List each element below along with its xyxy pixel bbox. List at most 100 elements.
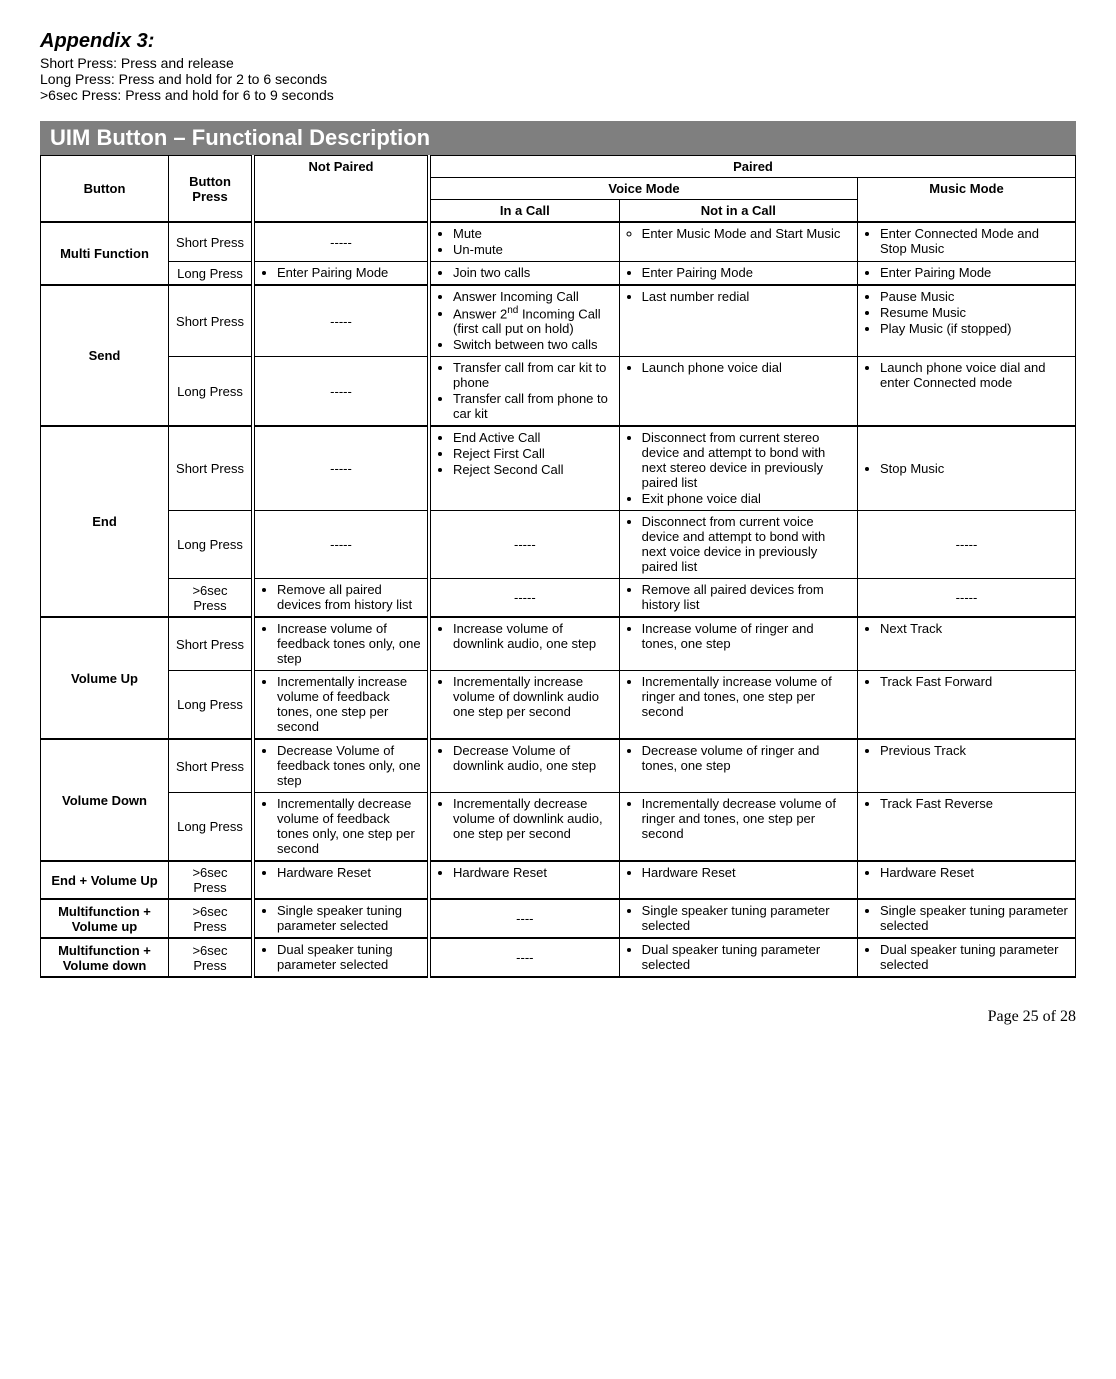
cell-mm: Pause MusicResume MusicPlay Music (if st… — [858, 285, 1076, 357]
li: Enter Music Mode and Start Music — [642, 226, 851, 241]
cell-press: >6sec Press — [169, 579, 254, 618]
cell-np: ----- — [253, 426, 429, 511]
col-press: Button Press — [169, 156, 254, 223]
col-voice-mode: Voice Mode — [429, 178, 858, 200]
page-number: Page 25 of 28 — [40, 1008, 1076, 1026]
li: Previous Track — [880, 743, 1069, 758]
li: Pause Music — [880, 289, 1069, 304]
li: Disconnect from current stereo device an… — [642, 430, 851, 490]
cell-nic: Decrease volume of ringer and tones, one… — [619, 739, 857, 793]
cell-press: >6sec Press — [169, 938, 254, 977]
cell-np: ----- — [253, 222, 429, 262]
li: Switch between two calls — [453, 337, 613, 352]
cell-nic: Incrementally decrease volume of ringer … — [619, 793, 857, 862]
li: Last number redial — [642, 289, 851, 304]
col-not-paired: Not Paired — [253, 156, 429, 223]
cell-in: Answer Incoming Call Answer 2nd Incoming… — [429, 285, 619, 357]
cell-in: ----- — [429, 579, 619, 618]
li: Disconnect from current voice device and… — [642, 514, 851, 574]
cell-np: Hardware Reset — [253, 861, 429, 899]
li: Track Fast Reverse — [880, 796, 1069, 811]
col-in-call: In a Call — [429, 200, 619, 223]
cell-np: Decrease Volume of feedback tones only, … — [253, 739, 429, 793]
cell-mm: Dual speaker tuning parameter selected — [858, 938, 1076, 977]
cell-in: ----- — [429, 511, 619, 579]
li: Incrementally increase volume of ringer … — [642, 674, 851, 719]
li: Enter Connected Mode and Stop Music — [880, 226, 1069, 256]
cell-press: Long Press — [169, 671, 254, 740]
cell-nic: Dual speaker tuning parameter selected — [619, 938, 857, 977]
li: Enter Pairing Mode — [642, 265, 851, 280]
cell-nic: Enter Pairing Mode — [619, 262, 857, 286]
cell-mm: Previous Track — [858, 739, 1076, 793]
btn-end-volup: End + Volume Up — [41, 861, 169, 899]
def-short: Short Press: Press and release — [40, 55, 1076, 71]
li: Single speaker tuning parameter selected — [880, 903, 1069, 933]
cell-in: ---- — [429, 899, 619, 938]
cell-press: >6sec Press — [169, 899, 254, 938]
li: Join two calls — [453, 265, 613, 280]
cell-in: MuteUn-mute — [429, 222, 619, 262]
cell-nic: Disconnect from current voice device and… — [619, 511, 857, 579]
txt: Answer 2 — [453, 306, 507, 321]
btn-end: End — [41, 426, 169, 617]
li: Hardware Reset — [277, 865, 421, 880]
li: Enter Pairing Mode — [880, 265, 1069, 280]
cell-np: ----- — [253, 357, 429, 427]
def-gt6: >6sec Press: Press and hold for 6 to 9 s… — [40, 87, 1076, 103]
btn-mf-volup: Multifunction + Volume up — [41, 899, 169, 938]
cell-mm: Launch phone voice dial and enter Connec… — [858, 357, 1076, 427]
li: Resume Music — [880, 305, 1069, 320]
cell-in: End Active CallReject First CallReject S… — [429, 426, 619, 511]
li: Incrementally increase volume of feedbac… — [277, 674, 421, 734]
cell-press: Short Press — [169, 739, 254, 793]
cell-in: Increase volume of downlink audio, one s… — [429, 617, 619, 671]
cell-in: ---- — [429, 938, 619, 977]
cell-nic: Incrementally increase volume of ringer … — [619, 671, 857, 740]
li: Increase volume of feedback tones only, … — [277, 621, 421, 666]
cell-np: Incrementally increase volume of feedbac… — [253, 671, 429, 740]
cell-mm: Hardware Reset — [858, 861, 1076, 899]
li: Answer 2nd Incoming Call (first call put… — [453, 305, 613, 336]
li: Track Fast Forward — [880, 674, 1069, 689]
li: Hardware Reset — [642, 865, 851, 880]
li: Next Track — [880, 621, 1069, 636]
function-table: Button Button Press Not Paired Paired Vo… — [40, 155, 1076, 978]
li: Reject First Call — [453, 446, 613, 461]
li: Launch phone voice dial — [642, 360, 851, 375]
cell-nic: Remove all paired devices from history l… — [619, 579, 857, 618]
appendix-title: Appendix 3: — [40, 30, 1076, 53]
li: Increase volume of ringer and tones, one… — [642, 621, 851, 651]
li: Transfer call from phone to car kit — [453, 391, 613, 421]
cell-np: Enter Pairing Mode — [253, 262, 429, 286]
cell-mm: ----- — [858, 579, 1076, 618]
li: Incrementally decrease volume of feedbac… — [277, 796, 421, 856]
cell-press: >6sec Press — [169, 861, 254, 899]
cell-in: Incrementally decrease volume of downlin… — [429, 793, 619, 862]
cell-mm: Next Track — [858, 617, 1076, 671]
col-button: Button — [41, 156, 169, 223]
document-header: Appendix 3: Short Press: Press and relea… — [40, 30, 1076, 103]
li: Decrease Volume of downlink audio, one s… — [453, 743, 613, 773]
li: Hardware Reset — [880, 865, 1069, 880]
cell-nic: Hardware Reset — [619, 861, 857, 899]
li: Un-mute — [453, 242, 613, 257]
cell-in: Transfer call from car kit to phoneTrans… — [429, 357, 619, 427]
li: Launch phone voice dial and enter Connec… — [880, 360, 1069, 390]
cell-press: Short Press — [169, 617, 254, 671]
cell-nic: Single speaker tuning parameter selected — [619, 899, 857, 938]
li: End Active Call — [453, 430, 613, 445]
cell-mm: Track Fast Reverse — [858, 793, 1076, 862]
li: Incrementally decrease volume of downlin… — [453, 796, 613, 841]
li: Decrease volume of ringer and tones, one… — [642, 743, 851, 773]
cell-np: ----- — [253, 511, 429, 579]
li: Incrementally decrease volume of ringer … — [642, 796, 851, 841]
sup: nd — [507, 305, 518, 316]
cell-in: Decrease Volume of downlink audio, one s… — [429, 739, 619, 793]
cell-press: Long Press — [169, 262, 254, 286]
li: Exit phone voice dial — [642, 491, 851, 506]
li: Play Music (if stopped) — [880, 321, 1069, 336]
cell-in: Join two calls — [429, 262, 619, 286]
li: Increase volume of downlink audio, one s… — [453, 621, 613, 651]
section-title: UIM Button – Functional Description — [40, 121, 1076, 155]
